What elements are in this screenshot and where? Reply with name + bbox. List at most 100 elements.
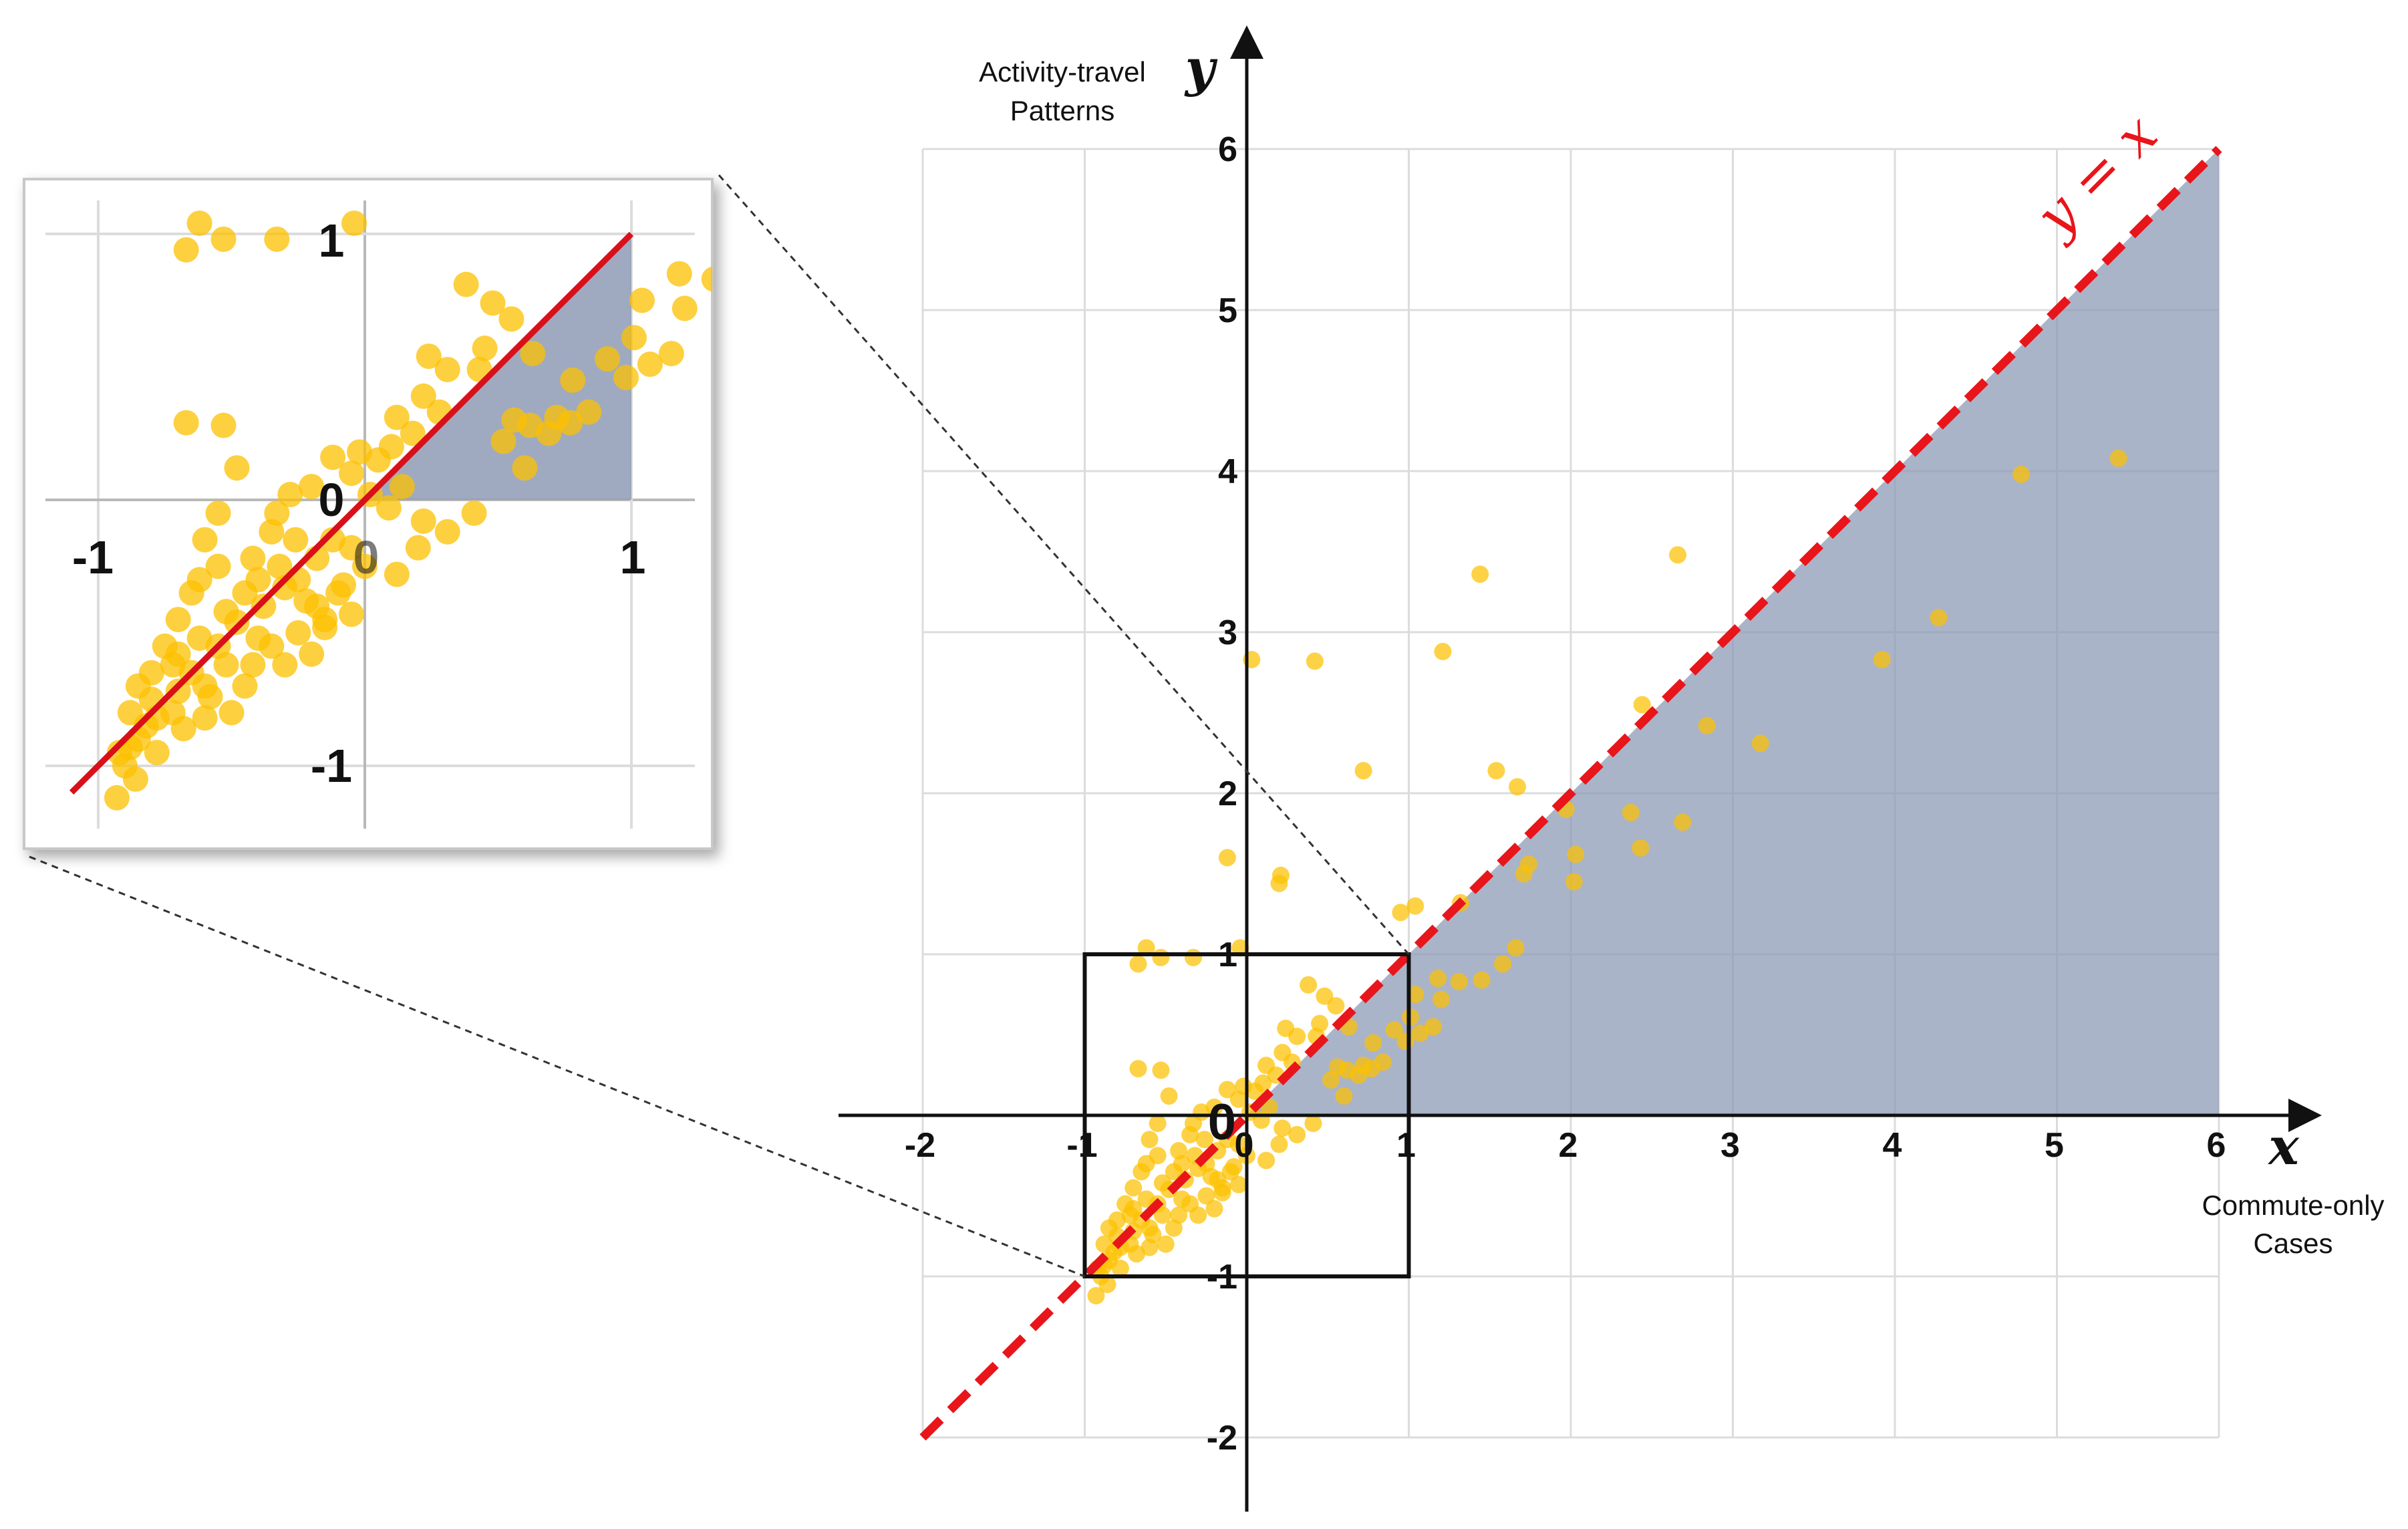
inset-data-point — [240, 652, 266, 678]
data-point — [1354, 1057, 1372, 1075]
y-variable-label: y — [1184, 38, 1218, 98]
inset-data-point — [410, 383, 436, 409]
data-point — [1473, 971, 1491, 989]
inset-data-point — [186, 625, 212, 651]
data-point — [1288, 1027, 1306, 1045]
inset-data-point — [213, 599, 239, 625]
data-point — [1137, 939, 1155, 957]
data-point — [1153, 1174, 1171, 1192]
data-point — [1316, 987, 1334, 1005]
inset-data-point — [637, 352, 663, 378]
data-point — [1111, 1259, 1129, 1277]
y-tick-label: 4 — [1218, 452, 1237, 491]
data-point — [1152, 948, 1170, 966]
y-tick-label: 1 — [1218, 936, 1237, 974]
data-point — [1565, 873, 1583, 891]
inset-data-point — [490, 428, 516, 454]
data-point — [1149, 1115, 1167, 1133]
inset-data-point — [341, 211, 367, 237]
x-tick-labels: -2 -1 0 1 2 3 4 5 6 — [905, 1126, 2226, 1165]
data-point — [1165, 1163, 1183, 1181]
inset-data-point — [621, 325, 647, 351]
inset-data-point — [893, 56, 919, 82]
inset-data-point — [192, 705, 218, 731]
inset-data-point — [560, 367, 586, 393]
inset-data-point — [520, 341, 546, 367]
x-tick-label: 3 — [1720, 1126, 1740, 1165]
data-point — [1364, 1034, 1382, 1052]
data-point — [1144, 1226, 1162, 1244]
inset-data-point — [186, 567, 212, 593]
inset-data-point — [320, 444, 346, 470]
x-tick-label: 4 — [1883, 1126, 1902, 1165]
inset-data-point — [320, 61, 345, 87]
inset-data-point — [205, 553, 231, 579]
inset-data-point — [197, 684, 223, 710]
inset-data-point — [299, 641, 325, 667]
data-point — [1429, 970, 1447, 988]
x-axis-title-line2: Cases — [2253, 1228, 2332, 1259]
inset-data-point — [232, 580, 258, 606]
data-point — [1328, 1058, 1346, 1076]
inset-data-point — [352, 553, 378, 579]
inset-data-point — [285, 567, 311, 593]
inset-data-point — [218, 700, 245, 726]
inset-data-point — [165, 641, 191, 667]
inset-data-point — [808, 88, 833, 114]
inset-data-point — [498, 306, 524, 332]
inset-data-point — [629, 287, 655, 313]
inset-data-point — [389, 474, 415, 500]
inset-data-point — [339, 601, 365, 628]
data-point — [1195, 1131, 1213, 1149]
y-tick-label: 3 — [1218, 613, 1237, 652]
inset-data-point — [704, 136, 730, 162]
data-point — [1515, 865, 1533, 883]
data-point — [1270, 1135, 1288, 1153]
inset-data-point — [277, 482, 303, 508]
connector-top — [718, 174, 1410, 955]
x-variable-label: x — [2267, 1117, 2300, 1176]
inset-data-point — [405, 535, 431, 561]
inset-data-point — [251, 593, 277, 619]
inset-data-point — [605, 152, 631, 178]
inset-data-point — [224, 455, 250, 481]
data-point — [1189, 1206, 1207, 1224]
data-point — [1406, 897, 1424, 915]
inset-data-point — [267, 553, 293, 579]
data-point — [1327, 997, 1345, 1015]
connector-bottom — [29, 855, 1086, 1278]
data-point — [1674, 813, 1692, 831]
inset-data-point — [104, 785, 130, 811]
inset-data-point — [210, 226, 237, 252]
data-point — [1129, 1060, 1147, 1078]
data-point — [1124, 1200, 1143, 1218]
inset-data-point — [400, 420, 426, 446]
inset-data-point — [613, 364, 639, 390]
inset-data-point — [375, 495, 402, 521]
inset-data-point — [106, 740, 132, 766]
inset-data-point — [186, 211, 212, 237]
inset-data-point — [138, 686, 164, 712]
inset-x-tick-label: -1 — [72, 531, 114, 583]
inset-y-tick-label: 0 — [319, 474, 345, 526]
inset-data-point — [205, 500, 231, 526]
data-point — [2012, 465, 2030, 483]
data-point — [1471, 565, 1489, 583]
inset-data-point — [264, 226, 290, 252]
inset-data-point — [285, 620, 311, 646]
inset-data-point — [816, 72, 841, 98]
data-point — [1160, 1087, 1178, 1105]
x-tick-label: 1 — [1396, 1126, 1416, 1165]
data-point — [1508, 778, 1526, 796]
data-point — [1209, 1171, 1227, 1189]
data-point — [1411, 1024, 1429, 1042]
inset-data-point — [544, 404, 570, 430]
data-point — [2109, 449, 2127, 467]
reference-line — [919, 146, 2222, 1441]
inset-data-point — [794, 211, 820, 236]
data-point — [1632, 839, 1650, 857]
data-point — [1354, 762, 1372, 780]
inset-data-point — [739, 264, 764, 289]
data-point — [1184, 948, 1202, 966]
